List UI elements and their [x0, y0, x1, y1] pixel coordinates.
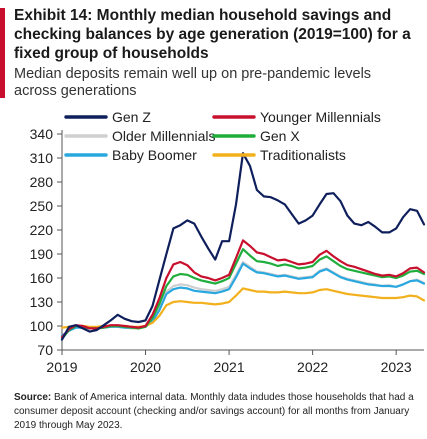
y-tick-label: 100 [30, 318, 54, 334]
source-label: Source: [14, 392, 52, 403]
x-tick-label: 2022 [297, 359, 328, 375]
y-tick-label: 310 [30, 150, 54, 166]
accent-bar [0, 8, 5, 98]
legend-label-traditionalists: Traditionalists [260, 147, 346, 163]
exhibit-subtitle: Median deposits remain well up on pre-pa… [14, 66, 372, 99]
y-tick-label: 280 [30, 174, 54, 190]
y-tick-label: 340 [30, 126, 54, 142]
source-text: Bank of America internal data. Monthly d… [14, 392, 414, 431]
x-tick-label: 2019 [46, 359, 77, 375]
x-tick-label: 2021 [213, 359, 244, 375]
y-tick-label: 130 [30, 294, 54, 310]
legend-label-older-millennials: Older Millennials [112, 128, 215, 144]
exhibit-title: Exhibit 14: Monthly median household sav… [14, 7, 411, 62]
line-chart: 70 100 130 160 190 220 250 280 310 340 2019 2020 202… [30, 109, 426, 375]
y-tick-label: 220 [30, 222, 54, 238]
source-note: Source: Bank of America internal data. M… [14, 391, 419, 433]
y-tick-label: 250 [30, 198, 54, 214]
legend-label-gen-x: Gen X [260, 128, 300, 144]
chart-area: 70 100 130 160 190 220 250 280 310 340 2019 2020 202… [0, 104, 427, 386]
series-line-gen-z [60, 152, 426, 341]
legend-label-gen-z: Gen Z [112, 109, 151, 125]
exhibit-header: Exhibit 14: Monthly median household sav… [0, 6, 427, 99]
x-tick-label: 2020 [130, 359, 161, 375]
y-tick-label: 190 [30, 246, 54, 262]
legend-label-younger-millennials: Younger Millennials [260, 109, 381, 125]
series-line-younger-millennials [60, 239, 426, 339]
legend-label-baby-boomer: Baby Boomer [112, 147, 197, 163]
x-tick-label: 2023 [381, 359, 412, 375]
y-tick-label: 70 [37, 342, 53, 358]
y-tick-label: 160 [30, 270, 54, 286]
series-line-traditionalists [60, 287, 426, 329]
